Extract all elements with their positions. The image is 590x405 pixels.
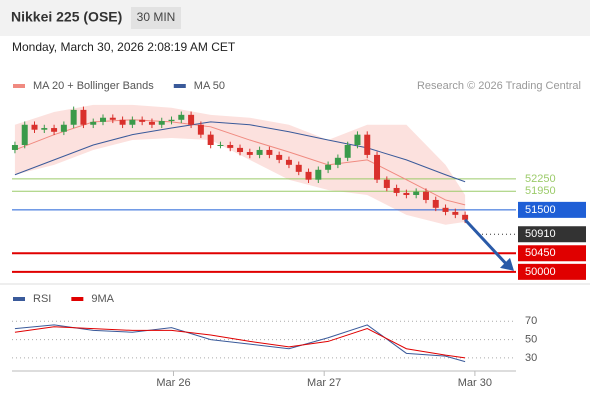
candle-body — [452, 211, 459, 215]
rsi-tick-label: 70 — [525, 315, 537, 327]
interval-box[interactable] — [131, 7, 181, 29]
level-label-box — [518, 201, 586, 218]
candle-body — [266, 149, 273, 155]
legend-swatch — [71, 297, 84, 301]
candle-body — [207, 134, 214, 145]
candle-body — [100, 117, 107, 122]
candle-body — [413, 191, 420, 195]
candle-body — [197, 124, 204, 135]
instrument-title: Nikkei 225 (OSE) — [11, 9, 122, 25]
candle-body — [276, 154, 283, 160]
candle-body — [246, 152, 253, 155]
candle-body — [374, 154, 381, 180]
candle-body — [227, 144, 234, 148]
candle-body — [422, 191, 429, 200]
candle-body — [90, 121, 97, 125]
candle-body — [178, 114, 185, 120]
candle-body — [256, 149, 263, 155]
level-label: 51500 — [525, 204, 556, 216]
candle-body — [148, 121, 155, 125]
candle-body — [139, 119, 146, 122]
candle-body — [354, 134, 361, 145]
x-tick-label: Mar 27 — [307, 377, 341, 389]
candle-body — [325, 164, 332, 170]
candle-body — [442, 207, 449, 212]
candle-body — [217, 144, 224, 146]
legend-label: RSI — [33, 293, 51, 305]
legend-swatch — [173, 84, 186, 88]
credit: Research © 2026 Trading Central — [417, 80, 581, 92]
level-label: 52250 — [525, 173, 556, 185]
level-label: 50450 — [525, 247, 556, 259]
interval[interactable]: 30 MIN — [137, 10, 176, 24]
legend-swatch — [13, 297, 25, 301]
legend-label: 9MA — [91, 293, 114, 305]
legend-swatch — [13, 84, 25, 88]
rsi-line — [14, 324, 466, 363]
candle-body — [188, 114, 195, 125]
candle-body — [168, 119, 175, 122]
candle-body — [383, 179, 390, 188]
moving-average — [14, 121, 466, 183]
candle-body — [11, 144, 18, 150]
candle-body — [462, 214, 469, 220]
candle-body — [31, 124, 38, 130]
candle-body — [285, 159, 292, 165]
candle-body — [364, 134, 371, 155]
rsi-tick-label: 50 — [525, 333, 537, 345]
candle-body — [432, 199, 439, 208]
candle-body — [393, 187, 400, 193]
level-label-box — [518, 226, 586, 243]
candle-body — [344, 144, 351, 158]
level-label-box — [518, 263, 586, 280]
candle-body — [80, 109, 87, 125]
candle-body — [305, 171, 312, 180]
datetime: Monday, March 30, 2026 2:08:19 AM CET — [12, 40, 236, 54]
level-label: 50000 — [525, 266, 556, 278]
candle-body — [315, 169, 322, 180]
rsi-ma-line — [14, 326, 466, 359]
level-label: 51950 — [525, 185, 556, 197]
x-tick-label: Mar 30 — [458, 377, 492, 389]
candle-body — [51, 128, 58, 132]
rsi-tick-label: 30 — [525, 352, 537, 364]
forecast-arrow — [464, 218, 510, 267]
candle-body — [119, 119, 126, 125]
level-label: 50910 — [525, 228, 556, 240]
level-label-box — [518, 245, 586, 262]
candle-body — [109, 117, 116, 120]
candle-body — [41, 128, 48, 130]
candle-body — [158, 121, 165, 125]
candle-body — [237, 147, 244, 153]
bollinger-band — [14, 104, 466, 225]
legend-label: MA 50 — [194, 80, 225, 92]
candle-body — [403, 192, 410, 195]
candle-body — [60, 124, 67, 132]
candle-body — [295, 164, 302, 172]
candle-body — [21, 124, 28, 145]
legend-label: MA 20 + Bollinger Bands — [33, 80, 154, 92]
candle-body — [70, 109, 77, 125]
arrow-head — [500, 257, 514, 271]
header-bar — [0, 0, 590, 36]
candle-body — [129, 119, 136, 125]
x-tick-label: Mar 26 — [156, 377, 190, 389]
candle-body — [334, 157, 341, 165]
